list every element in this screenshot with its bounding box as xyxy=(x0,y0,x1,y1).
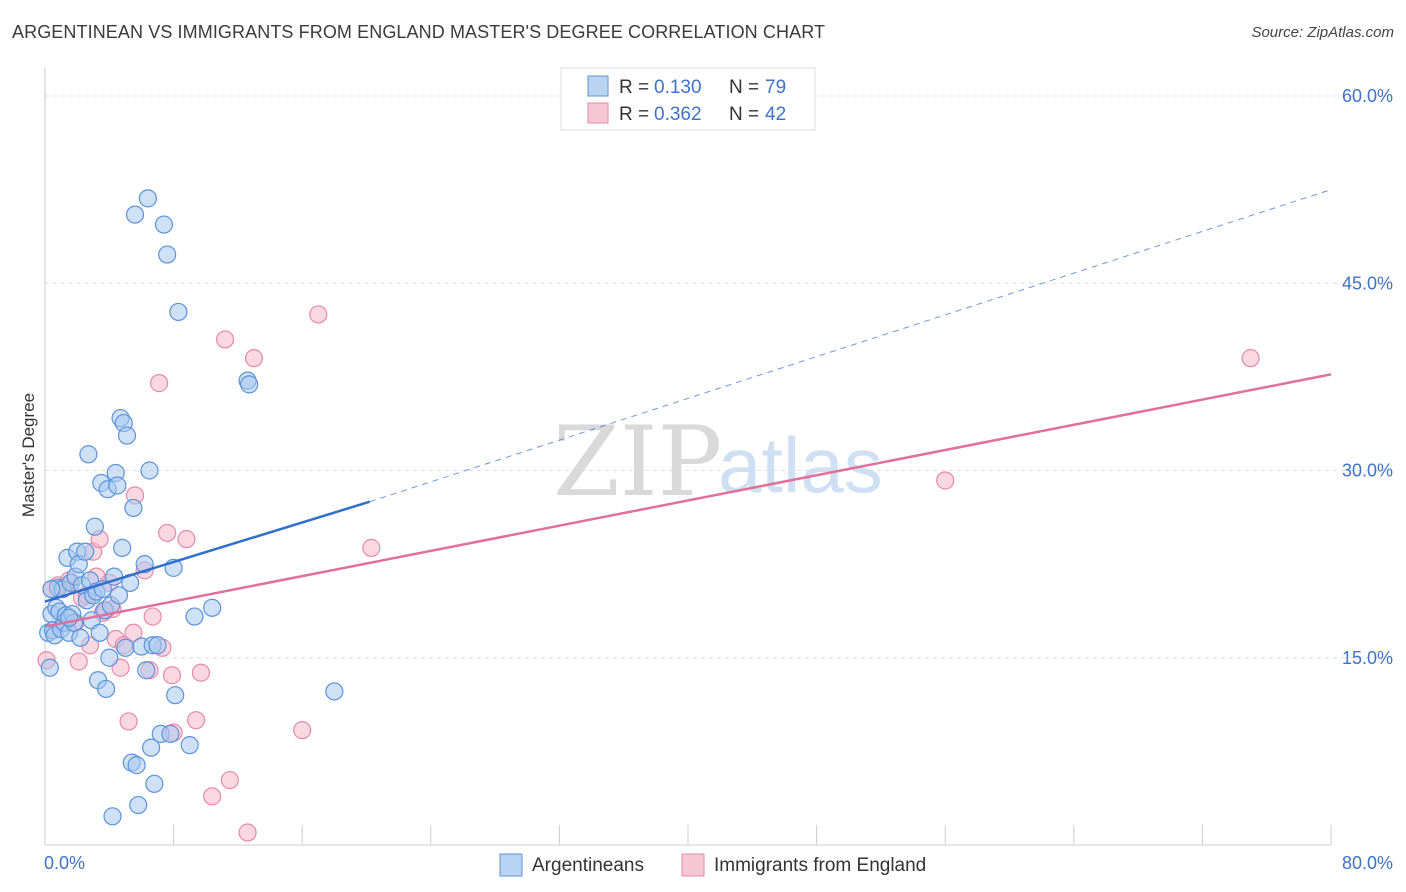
data-point xyxy=(187,711,206,730)
data-point xyxy=(138,189,157,208)
legend-n-value: 79 xyxy=(765,77,786,98)
data-point xyxy=(117,426,137,445)
data-point xyxy=(143,607,162,626)
data-point xyxy=(293,721,312,740)
data-point xyxy=(42,579,61,599)
bottom-legend-label: Immigrants from England xyxy=(714,855,926,876)
data-point xyxy=(100,648,119,667)
data-point xyxy=(90,623,109,642)
bottom-legend-label: Argentineans xyxy=(532,855,644,876)
legend: R = 0.130 N = 79 R = 0.362 N = 42 xyxy=(560,67,816,131)
data-point xyxy=(79,445,98,464)
legend-n-value: 42 xyxy=(765,104,786,125)
data-point xyxy=(169,302,188,322)
bottom-legend-swatch-pink xyxy=(681,853,705,877)
data-point xyxy=(40,658,59,677)
data-point xyxy=(362,538,381,557)
data-point xyxy=(116,638,135,657)
data-point xyxy=(124,623,143,642)
legend-swatch-blue xyxy=(587,75,609,97)
data-point xyxy=(108,476,127,495)
legend-r-label: R = xyxy=(619,77,649,98)
data-point xyxy=(191,663,211,682)
data-point xyxy=(125,205,145,224)
data-point xyxy=(166,686,185,705)
legend-r-label: R = xyxy=(619,104,649,125)
y-tick-label: 15.0% xyxy=(1342,648,1393,668)
data-point xyxy=(96,679,116,699)
trend-line-argentineans-extension xyxy=(369,189,1332,503)
data-point xyxy=(150,374,169,393)
data-point xyxy=(177,530,196,549)
tick-labels: 15.0% 30.0% 45.0% 60.0% 0.0% 80.0% xyxy=(44,86,1393,873)
legend-r-value: 0.130 xyxy=(654,77,702,98)
data-point xyxy=(158,523,177,543)
data-point xyxy=(325,682,344,701)
trend-line-immigrants-from-england xyxy=(44,373,1332,628)
data-point xyxy=(158,245,177,264)
data-point xyxy=(161,724,180,743)
data-point xyxy=(71,628,90,647)
data-point xyxy=(145,774,164,793)
bottom-legend: Argentineans Immigrants from England xyxy=(499,853,926,877)
data-point xyxy=(1241,349,1260,368)
y-tick-label: 60.0% xyxy=(1342,86,1393,106)
data-point xyxy=(162,666,182,685)
data-point xyxy=(109,586,129,605)
data-point xyxy=(124,498,143,518)
data-point xyxy=(185,607,204,626)
data-point xyxy=(129,795,148,815)
x-tick-label: 80.0% xyxy=(1342,853,1393,873)
data-point xyxy=(203,598,222,617)
legend-r-value: 0.362 xyxy=(654,104,702,125)
data-point xyxy=(137,661,156,680)
data-point xyxy=(127,756,146,775)
data-point xyxy=(203,787,222,806)
data-point xyxy=(240,375,259,394)
trend-lines xyxy=(44,189,1332,628)
legend-n-label: N = xyxy=(729,77,759,98)
watermark: ZIP atlas xyxy=(553,406,883,518)
x-tick-label: 0.0% xyxy=(44,853,85,873)
data-point xyxy=(309,305,328,324)
watermark-zip: ZIP xyxy=(553,406,722,518)
data-point xyxy=(69,652,88,671)
bottom-legend-swatch-blue xyxy=(499,853,523,877)
watermark-atlas: atlas xyxy=(718,421,883,509)
data-point xyxy=(140,461,159,480)
data-point xyxy=(154,215,174,234)
chart-title: ARGENTINEAN VS IMMIGRANTS FROM ENGLAND M… xyxy=(12,22,826,42)
axes xyxy=(44,68,1332,846)
y-tick-label: 30.0% xyxy=(1342,461,1393,481)
data-point xyxy=(103,807,122,826)
data-point xyxy=(238,823,257,842)
series-argentineans xyxy=(39,189,344,826)
data-point xyxy=(936,471,955,490)
data-point xyxy=(119,712,138,731)
data-point xyxy=(215,330,235,349)
trend-line-argentineans xyxy=(44,500,371,603)
legend-n-label: N = xyxy=(729,104,759,125)
data-point xyxy=(220,770,239,790)
data-point xyxy=(113,538,132,557)
data-point xyxy=(244,349,264,368)
data-point xyxy=(141,738,161,757)
y-tick-label: 45.0% xyxy=(1342,273,1393,293)
y-axis-label: Master's Degree xyxy=(19,393,38,517)
data-point xyxy=(148,636,167,655)
grid-lines xyxy=(45,95,1392,659)
data-point xyxy=(76,542,95,561)
source-label: Source: ZipAtlas.com xyxy=(1251,24,1394,41)
data-point xyxy=(85,517,104,536)
series-immigrants-from-england xyxy=(37,305,1260,842)
data-point xyxy=(180,736,199,755)
legend-swatch-pink xyxy=(587,102,609,124)
